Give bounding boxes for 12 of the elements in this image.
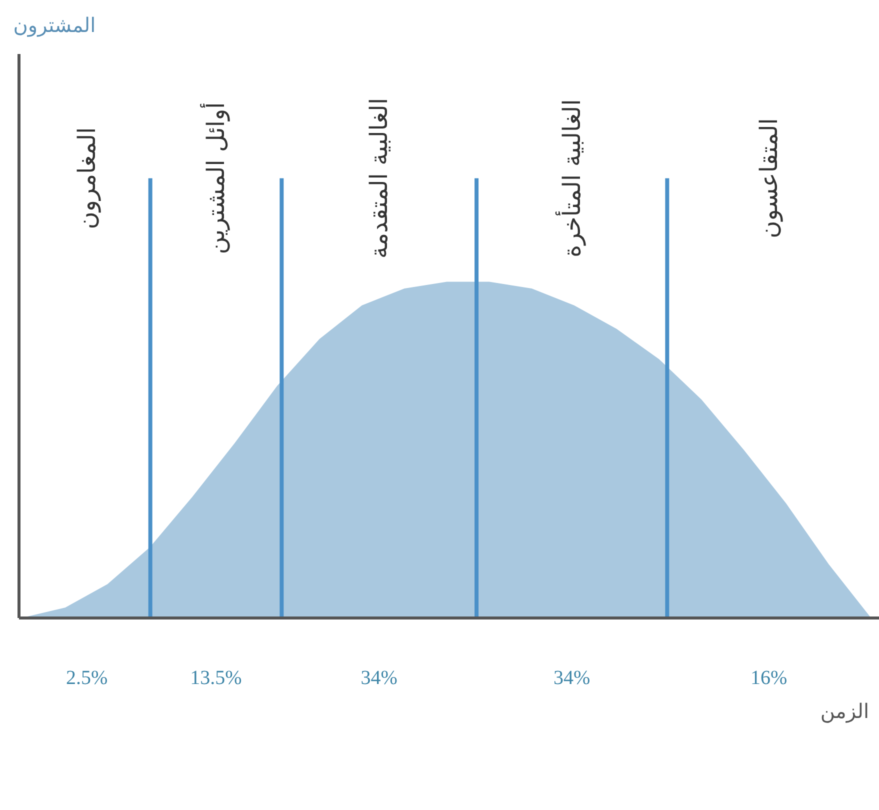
text: 34% xyxy=(554,667,590,689)
text: الغالبية المتقدمة xyxy=(365,98,394,259)
text: 13.5% xyxy=(190,667,242,689)
text: المغامرون xyxy=(72,127,101,230)
text: الغالبية المتأخرة xyxy=(554,99,586,258)
text: 34% xyxy=(360,667,398,689)
text: 16% xyxy=(750,667,788,689)
text: أوائل المشترين xyxy=(200,102,230,254)
text: المشترون xyxy=(13,13,96,37)
x-axis-title: الزمن xyxy=(820,699,869,723)
text: المتقاعسون xyxy=(754,118,783,238)
text: 2.5% xyxy=(66,667,108,689)
